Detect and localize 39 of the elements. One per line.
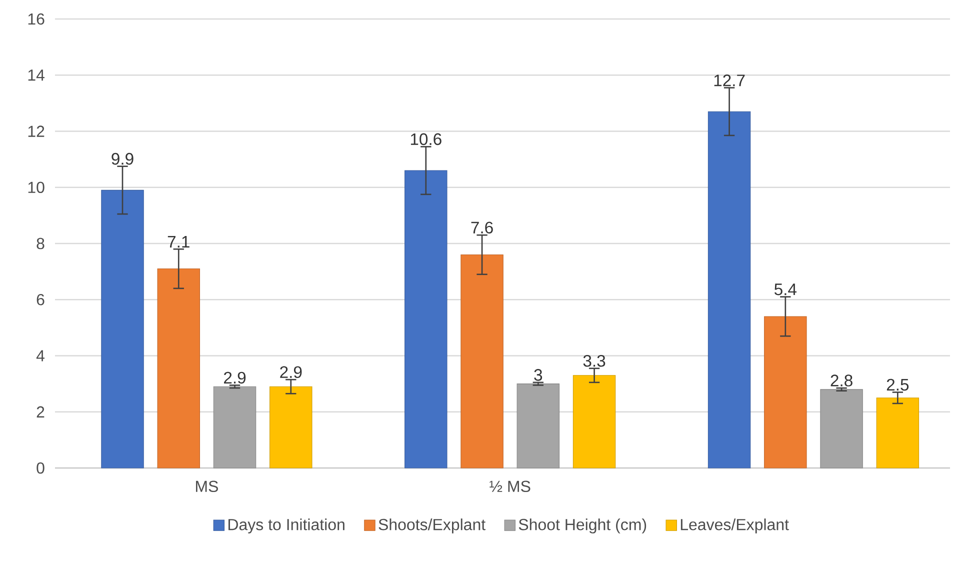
y-tick-label: 16 — [28, 13, 44, 25]
y-tick-label: 2 — [36, 406, 44, 418]
y-tick-label: 12 — [28, 126, 44, 137]
y-tick-label: 10 — [28, 182, 44, 194]
y-tick-label: 6 — [36, 294, 44, 306]
data-label: 10.6 — [410, 133, 442, 146]
y-tick-label: 8 — [36, 238, 44, 250]
data-label: 3 — [534, 369, 542, 381]
bar — [572, 375, 616, 468]
bar — [270, 386, 312, 468]
bar — [213, 386, 256, 468]
bar — [820, 389, 863, 468]
data-label: 7.6 — [471, 222, 493, 234]
data-label: 12.7 — [714, 74, 745, 86]
bar — [764, 316, 807, 468]
x-tick-label: ½ MS — [490, 480, 530, 492]
legend-label: Days to Initiation — [228, 518, 344, 534]
data-label: 2.9 — [224, 372, 246, 384]
legend-label: Leaves/Explant — [680, 518, 789, 534]
bar — [460, 254, 504, 468]
data-label: 2.8 — [830, 374, 852, 386]
y-tick-label: 4 — [36, 350, 44, 362]
data-label: 2.5 — [886, 378, 909, 391]
bar — [157, 268, 200, 468]
y-tick-label: 0 — [36, 462, 44, 474]
legend-label: Shoots/Explant — [378, 518, 486, 534]
bar — [708, 111, 751, 468]
data-label: 9.9 — [112, 152, 134, 165]
data-label: 3.3 — [583, 354, 606, 367]
x-tick-label: MS — [196, 480, 218, 492]
y-tick-label: 14 — [28, 70, 44, 81]
bar — [101, 190, 144, 468]
data-label: 7.1 — [168, 236, 190, 248]
bar — [516, 384, 560, 468]
data-label: 2.9 — [280, 366, 302, 378]
bar — [876, 398, 920, 468]
bar — [404, 170, 448, 468]
data-label: 5.4 — [774, 284, 797, 296]
legend-label: Shoot Height (cm) — [518, 518, 646, 534]
